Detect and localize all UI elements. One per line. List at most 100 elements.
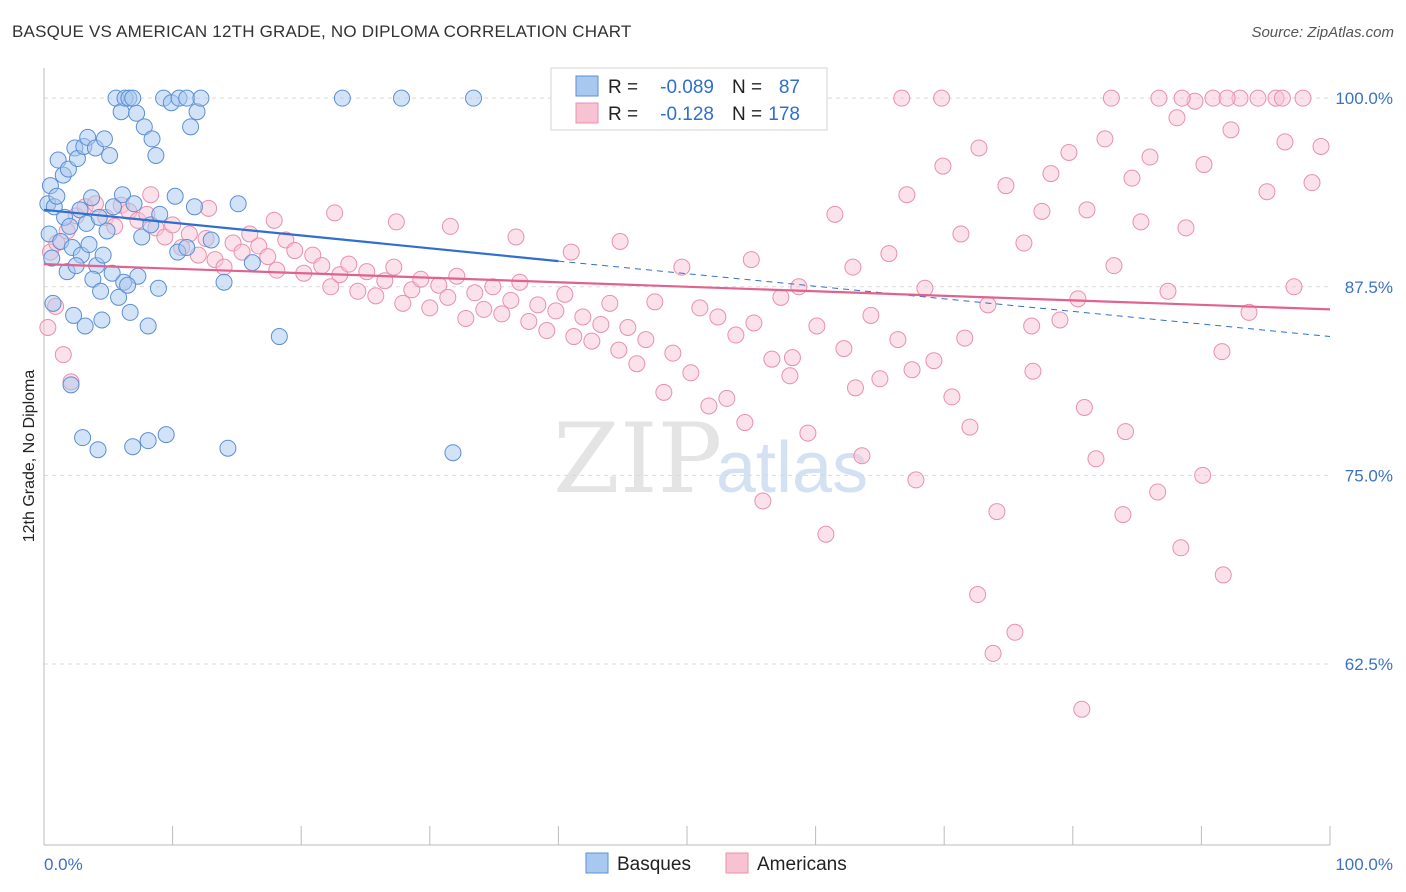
american-point <box>1312 137 1330 155</box>
american-point <box>466 284 484 302</box>
american-point <box>1204 89 1222 107</box>
american-point <box>691 299 709 317</box>
american-point <box>781 367 799 385</box>
correlation-legend: R = -0.089 N = 87 R = -0.128 N = 178 <box>550 67 828 131</box>
basque-point <box>65 306 83 324</box>
american-point <box>421 299 439 317</box>
basque-point <box>157 426 175 444</box>
basque-point <box>185 198 203 216</box>
basque-point <box>84 270 102 288</box>
american-point <box>903 361 921 379</box>
american-point <box>1069 290 1087 308</box>
american-point <box>448 267 466 285</box>
basque-point <box>93 311 111 329</box>
american-point <box>1042 165 1060 183</box>
american-point <box>268 261 286 279</box>
y-axis-tick-labels: 100.0% 87.5% 75.0% 62.5% <box>1335 89 1393 674</box>
basque-point <box>44 294 62 312</box>
american-point <box>1117 423 1135 441</box>
american-point <box>265 211 283 229</box>
basque-point <box>270 328 288 346</box>
american-point <box>507 228 525 246</box>
american-point <box>969 586 987 604</box>
chart-source: Source: ZipAtlas.com <box>1251 24 1394 41</box>
american-point <box>358 263 376 281</box>
basque-point <box>202 231 220 249</box>
american-point <box>565 328 583 346</box>
american-point <box>970 139 988 157</box>
american-point <box>520 312 538 330</box>
american-point <box>54 346 72 364</box>
american-point <box>200 199 218 217</box>
american-point <box>367 287 385 305</box>
y-tick-label: 100.0% <box>1335 89 1393 108</box>
american-point <box>562 243 580 261</box>
american-point <box>1150 89 1168 107</box>
basque-point <box>149 279 167 297</box>
basque-point <box>192 89 210 107</box>
american-point <box>1123 169 1141 187</box>
watermark: ZIP atlas <box>553 403 868 515</box>
american-point <box>1073 700 1091 718</box>
american-point <box>385 258 403 276</box>
american-point <box>736 414 754 432</box>
american-point <box>1285 278 1303 296</box>
basque-point <box>83 189 101 207</box>
legend-swatch-basques <box>575 75 599 97</box>
basque-point <box>182 118 200 136</box>
series-legend: Basques Americans <box>585 852 847 875</box>
legend-r-value-americans: -0.128 <box>660 104 714 125</box>
basque-point <box>103 264 121 282</box>
american-point <box>1102 89 1120 107</box>
basque-point <box>178 239 196 257</box>
bottom-legend-swatch-basques <box>585 852 609 874</box>
basque-point <box>95 130 113 148</box>
basque-point <box>110 288 128 306</box>
american-point <box>664 344 682 362</box>
american-point <box>538 322 556 340</box>
basque-point <box>139 317 157 335</box>
american-point <box>956 329 974 347</box>
basque-point <box>465 89 483 107</box>
american-point <box>754 492 772 510</box>
basque-point <box>76 317 94 335</box>
basque-point <box>104 198 122 216</box>
american-point <box>1060 143 1078 161</box>
basque-point <box>62 376 80 394</box>
american-point <box>1096 130 1114 148</box>
american-point <box>893 89 911 107</box>
american-point <box>583 332 601 350</box>
basque-point <box>124 89 142 107</box>
basque-point <box>124 438 142 456</box>
american-point <box>934 157 952 175</box>
legend-r-value-basques: -0.089 <box>660 77 714 98</box>
american-point <box>142 186 160 204</box>
american-point <box>1159 282 1177 300</box>
basque-point <box>113 186 131 204</box>
american-point <box>1177 219 1195 237</box>
basque-point <box>43 249 61 267</box>
american-point <box>1213 343 1231 361</box>
basque-point <box>229 195 247 213</box>
x-tick-label-max: 100.0% <box>1335 855 1393 874</box>
bottom-legend-label-americans: Americans <box>757 854 847 875</box>
american-point <box>1023 317 1041 335</box>
basques-trend-line <box>43 208 559 263</box>
basque-point <box>90 208 108 226</box>
american-point <box>952 225 970 243</box>
american-point <box>1015 234 1033 252</box>
bottom-legend-swatch-americans <box>725 852 749 874</box>
basque-point <box>48 187 66 205</box>
american-point <box>718 389 736 407</box>
basque-point <box>128 104 146 122</box>
american-point <box>441 217 459 235</box>
american-point <box>898 186 916 204</box>
american-point <box>484 278 502 296</box>
bottom-legend-label-basques: Basques <box>617 854 691 875</box>
american-point <box>1258 183 1276 201</box>
american-point <box>610 341 628 359</box>
american-point <box>817 525 835 543</box>
x-tick-label-min: 0.0% <box>44 855 83 874</box>
x-axis-ticks <box>172 826 1331 845</box>
american-point <box>233 243 251 261</box>
